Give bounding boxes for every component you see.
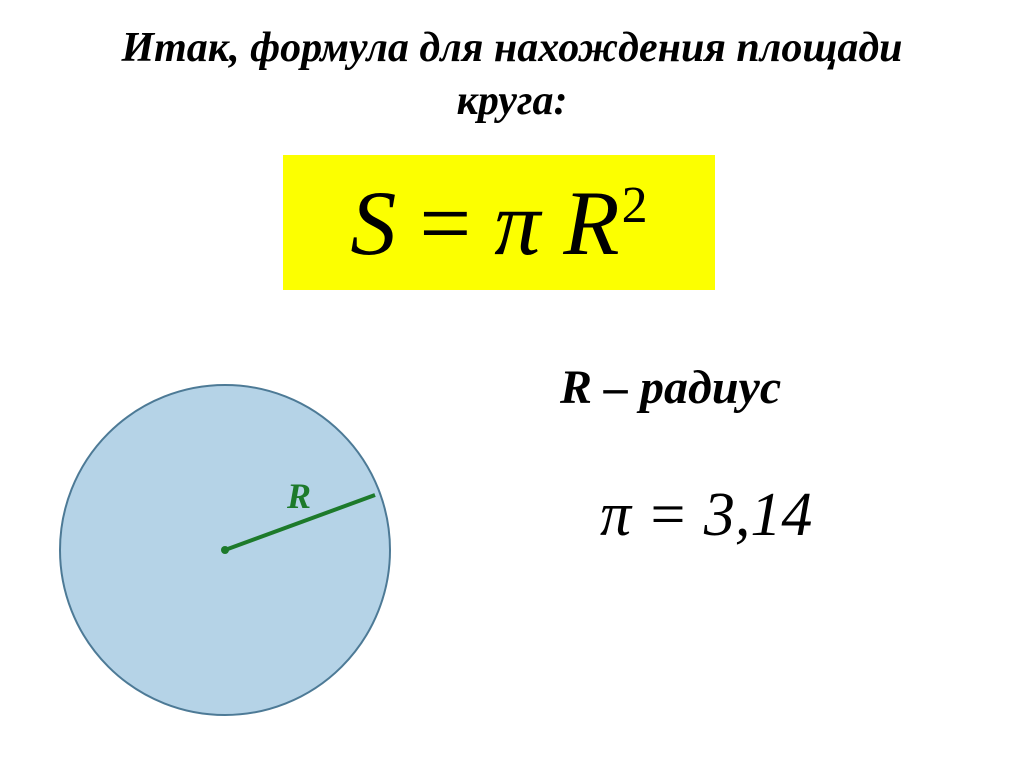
formula-eq: = xyxy=(396,172,494,274)
radius-definition: R – радиус xyxy=(560,360,781,415)
formula-exponent: 2 xyxy=(622,177,648,234)
title-line-2: круга: xyxy=(457,78,568,124)
title-line-1: Итак, формула для нахождения площади xyxy=(121,25,902,71)
formula-R: R xyxy=(540,172,619,274)
formula-pi: π xyxy=(494,172,540,274)
area-formula: S = π R2 xyxy=(350,177,647,269)
circle-diagram: R xyxy=(55,380,395,720)
pi-value: π = 3,14 xyxy=(600,480,812,551)
circle-svg xyxy=(55,380,395,720)
radius-letter: R xyxy=(287,475,311,517)
center-dot xyxy=(221,546,229,554)
page-title: Итак, формула для нахождения площади кру… xyxy=(0,0,1024,127)
formula-S: S xyxy=(350,172,396,274)
formula-highlight-box: S = π R2 xyxy=(283,155,715,290)
